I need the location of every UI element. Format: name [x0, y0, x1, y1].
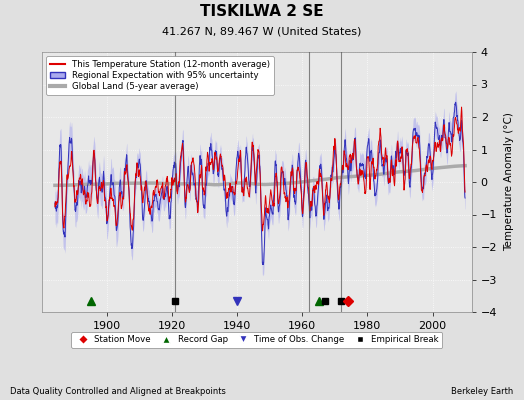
Text: Berkeley Earth: Berkeley Earth — [451, 387, 514, 396]
Text: Data Quality Controlled and Aligned at Breakpoints: Data Quality Controlled and Aligned at B… — [10, 387, 226, 396]
Y-axis label: Temperature Anomaly (°C): Temperature Anomaly (°C) — [504, 112, 514, 252]
Legend: Station Move, Record Gap, Time of Obs. Change, Empirical Break: Station Move, Record Gap, Time of Obs. C… — [71, 332, 442, 348]
Text: TISKILWA 2 SE: TISKILWA 2 SE — [200, 4, 324, 19]
Text: 41.267 N, 89.467 W (United States): 41.267 N, 89.467 W (United States) — [162, 26, 362, 36]
Legend: This Temperature Station (12-month average), Regional Expectation with 95% uncer: This Temperature Station (12-month avera… — [46, 56, 274, 94]
